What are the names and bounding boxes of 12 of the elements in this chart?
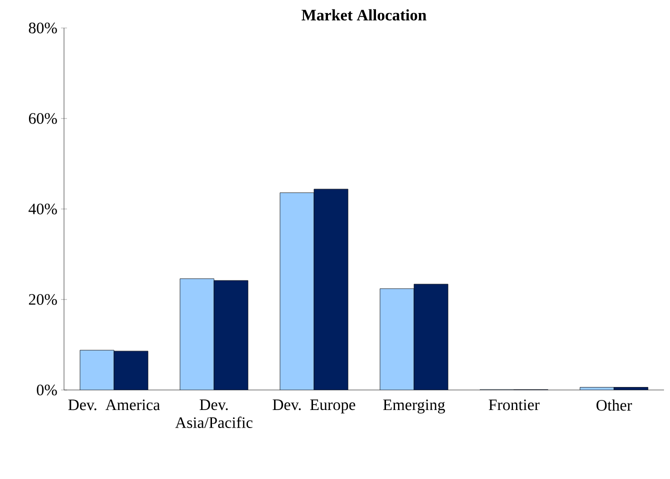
y-tick-label: 40% (28, 204, 57, 214)
x-tick-label: Frontier (488, 400, 540, 410)
x-tick-label: Dev. Europe (272, 400, 356, 414)
y-tick-label: 60% (28, 113, 57, 124)
x-tick-label: Other (596, 400, 632, 411)
x-tick-label: Dev. America (68, 400, 160, 410)
y-tick-label: 80% (28, 22, 57, 34)
chart-title: Market Allocation (302, 9, 426, 20)
y-tick-label: 20% (28, 294, 57, 305)
x-tick-label: Dev. Asia/Pacific (175, 400, 252, 428)
x-tick-label: Emerging (383, 400, 445, 414)
y-tick-label: 0% (36, 384, 57, 396)
